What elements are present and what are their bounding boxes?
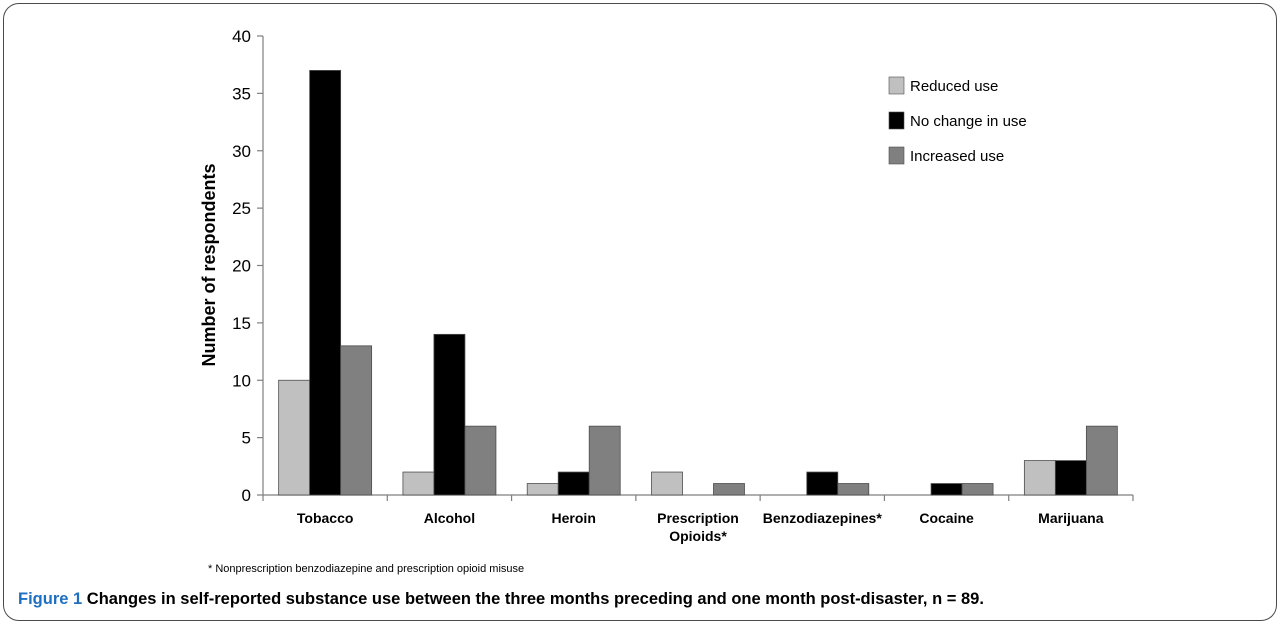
legend-label: Increased use (910, 148, 1004, 165)
x-category-label: Heroin (552, 510, 596, 526)
y-tick-label: 10 (232, 371, 251, 390)
bar-no-change-in-use (309, 70, 342, 496)
footnote: * Nonprescription benzodiazepine and pre… (208, 563, 525, 575)
x-category-label: Cocaine (919, 510, 974, 526)
bar-increased-use (588, 425, 621, 496)
bar-reduced-use (1023, 460, 1056, 496)
y-tick-label: 20 (232, 257, 251, 276)
bar-increased-use (340, 345, 373, 496)
bar-reduced-use (526, 483, 559, 496)
figure-caption: Figure 1 Changes in self-reported substa… (18, 590, 984, 609)
x-category-label: Tobacco (297, 510, 354, 526)
bar-increased-use (961, 483, 994, 496)
bar-reduced-use (278, 379, 311, 496)
bar-no-change-in-use (1054, 460, 1087, 496)
legend-swatch (888, 76, 905, 95)
legend-swatch (888, 111, 905, 130)
bar-chart: 0 5 10 15 20 25 30 35 40 Tobacco Alcohol Heroin Pres… (199, 27, 1134, 544)
legend-swatch (888, 146, 905, 165)
bar-no-change-in-use (806, 471, 839, 496)
bar-reduced-use (651, 471, 683, 496)
y-tick-label: 0 (242, 486, 251, 505)
y-tick-label: 25 (232, 199, 251, 218)
x-category-label: Benzodiazepines* (763, 510, 883, 526)
y-tick-label: 15 (232, 314, 251, 333)
bar-increased-use (837, 483, 870, 496)
bar-increased-use (1085, 425, 1118, 496)
bar-no-change-in-use (930, 483, 963, 496)
x-category-label: Marijuana (1038, 510, 1104, 526)
x-category-label: Opioids* (669, 528, 727, 544)
bar-no-change-in-use (433, 333, 466, 496)
legend-label: No change in use (910, 113, 1027, 130)
bar-reduced-use (402, 471, 435, 496)
caption-label: Figure 1 (18, 590, 83, 608)
bar-increased-use (713, 483, 745, 496)
y-tick-label: 30 (232, 142, 251, 161)
figure-frame (3, 3, 1277, 621)
bar-no-change-in-use (557, 471, 590, 496)
y-tick-label: 5 (242, 429, 251, 448)
x-category-label: Prescription (657, 510, 739, 526)
y-tick-label: 35 (232, 84, 251, 103)
legend-label: Reduced use (910, 78, 998, 95)
x-category-label: Alcohol (424, 510, 475, 526)
y-axis-title: Number of respondents (199, 163, 219, 366)
bar-increased-use (464, 425, 497, 496)
y-tick-label: 40 (232, 27, 251, 46)
caption-text: Changes in self-reported substance use b… (86, 590, 984, 608)
